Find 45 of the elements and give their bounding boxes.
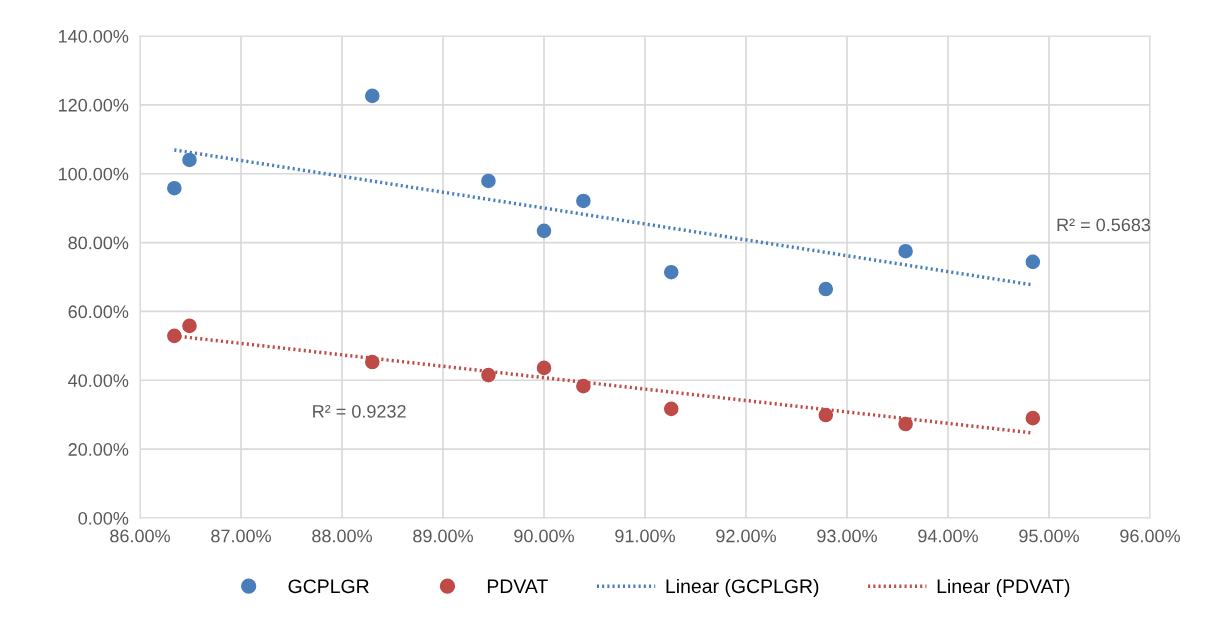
- point: [536, 360, 552, 376]
- point: [167, 328, 182, 344]
- point: [1025, 254, 1041, 270]
- y-tick-label: 100.00%: [58, 167, 129, 181]
- x-tick-label: 92.00%: [716, 529, 776, 543]
- legend-label: Linear (GCPLGR): [666, 578, 819, 597]
- legend-label: Linear (PDVAT): [937, 578, 1070, 597]
- x-tick-label: 94.00%: [918, 529, 978, 543]
- y-tick-label: 0.00%: [78, 511, 129, 525]
- x-tick-label: 93.00%: [817, 529, 877, 543]
- point: [536, 223, 552, 239]
- annotation: R² = 0.9232: [313, 404, 406, 418]
- point: [663, 264, 679, 280]
- point: [818, 407, 834, 423]
- point: [365, 354, 380, 370]
- y-tick-label: 120.00%: [58, 98, 129, 112]
- point: [818, 281, 834, 297]
- x-tick-label: 91.00%: [615, 529, 675, 543]
- y-tick-label: 80.00%: [68, 236, 129, 250]
- point: [365, 88, 380, 104]
- point: [576, 193, 591, 209]
- x-tick-label: 95.00%: [1019, 529, 1079, 543]
- y-tick-label: 40.00%: [68, 374, 129, 388]
- point: [1025, 410, 1041, 426]
- y-tick-label: 60.00%: [68, 305, 129, 319]
- x-tick-label: 90.00%: [514, 529, 574, 543]
- y-tick-label: 140.00%: [58, 29, 129, 43]
- point: [481, 367, 496, 383]
- annotation: R² = 0.5683: [1057, 218, 1151, 232]
- y-tick-label: 20.00%: [68, 443, 129, 456]
- x-tick-label: 96.00%: [1120, 529, 1180, 543]
- point: [898, 416, 913, 432]
- x-tick-label: 89.00%: [413, 529, 473, 543]
- point: [663, 401, 679, 417]
- legend-label: PDVAT: [487, 579, 548, 593]
- x-tick-label: 88.00%: [312, 529, 372, 543]
- point: [167, 180, 182, 196]
- point: [481, 173, 496, 189]
- legend-label: GCPLGR: [288, 579, 369, 594]
- x-tick-label: 87.00%: [211, 529, 271, 543]
- point: [898, 243, 913, 259]
- point: [576, 378, 591, 394]
- point: [182, 318, 197, 334]
- x-tick-label: 86.00%: [110, 529, 170, 543]
- point: [182, 152, 197, 168]
